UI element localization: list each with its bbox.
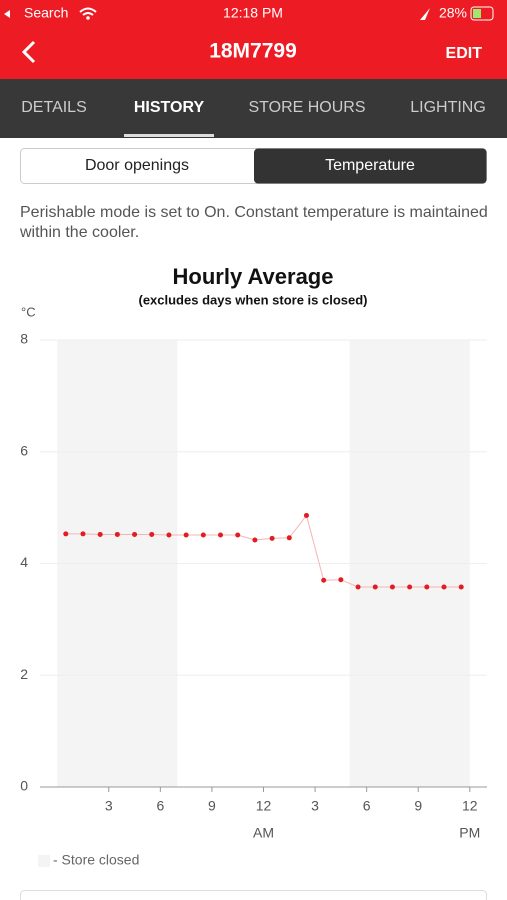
battery-level [473, 9, 481, 18]
next-card [20, 890, 487, 900]
clock: 12:18 PM [223, 5, 283, 21]
y-tick-label: 2 [20, 666, 28, 682]
x-sublabel: AM [253, 825, 274, 841]
legend-swatch [38, 855, 50, 867]
data-point [114, 531, 120, 537]
segment[interactable]: Temperature [325, 157, 415, 174]
temperature-line [65, 514, 462, 588]
x-tick-label: 12 [462, 798, 478, 814]
header-title: 18M7799 [209, 40, 297, 63]
wifi-icon [79, 7, 97, 16]
battery-text: 28% [439, 5, 467, 21]
data-point [286, 535, 292, 541]
data-point [149, 531, 155, 537]
y-tick-label: 8 [20, 331, 28, 347]
description: Perishable mode is set to On. Constant t… [20, 204, 488, 241]
y-tick-label: 6 [20, 442, 28, 458]
x-tick-label: 6 [363, 798, 371, 814]
chart-subtitle: (excludes days when store is closed) [138, 292, 367, 307]
y-tick-label: 0 [20, 778, 28, 794]
tab-indicator [124, 134, 214, 137]
x-sublabel: PM [459, 825, 480, 841]
data-point [80, 531, 86, 537]
data-point [303, 512, 309, 518]
legend-label: - Store closed [53, 852, 139, 868]
edit-button[interactable]: EDIT [446, 45, 483, 62]
x-tick-label: 12 [256, 798, 272, 814]
data-point [338, 577, 344, 583]
data-point [132, 531, 138, 537]
y-tick-label: 4 [20, 554, 28, 570]
y-axis-label: °C [21, 304, 36, 319]
data-point [97, 531, 103, 537]
data-point [441, 584, 447, 590]
battery-icon [470, 6, 494, 21]
x-tick-label: 3 [311, 798, 319, 814]
data-point [166, 532, 172, 538]
data-point [355, 584, 361, 590]
wifi-dot [86, 16, 90, 20]
data-point [458, 584, 464, 590]
x-tick-label: 3 [105, 798, 113, 814]
x-tick-label: 6 [156, 798, 164, 814]
data-point [200, 532, 206, 538]
x-tick-label: 9 [208, 798, 216, 814]
location-icon [420, 8, 430, 20]
back-app[interactable]: Search [24, 5, 68, 21]
tab-bar [0, 79, 507, 138]
data-point [252, 537, 258, 543]
data-point [389, 584, 395, 590]
x-tick-label: 9 [414, 798, 422, 814]
tab[interactable]: LIGHTING [410, 99, 486, 116]
tab[interactable]: HISTORY [134, 99, 205, 116]
data-point [407, 584, 413, 590]
segment-selected [254, 148, 487, 184]
data-point [218, 532, 224, 538]
back-button[interactable] [21, 40, 36, 64]
data-point [321, 577, 327, 583]
data-point [424, 584, 430, 590]
data-point [372, 584, 378, 590]
data-point [235, 532, 241, 538]
back-app-icon[interactable] [4, 10, 10, 18]
segment[interactable]: Door openings [85, 157, 189, 174]
data-point [63, 531, 69, 537]
data-point [183, 532, 189, 538]
chart-title: Hourly Average [173, 264, 334, 289]
tab[interactable]: STORE HOURS [248, 99, 365, 116]
tab[interactable]: DETAILS [21, 99, 87, 116]
data-point [269, 535, 275, 541]
